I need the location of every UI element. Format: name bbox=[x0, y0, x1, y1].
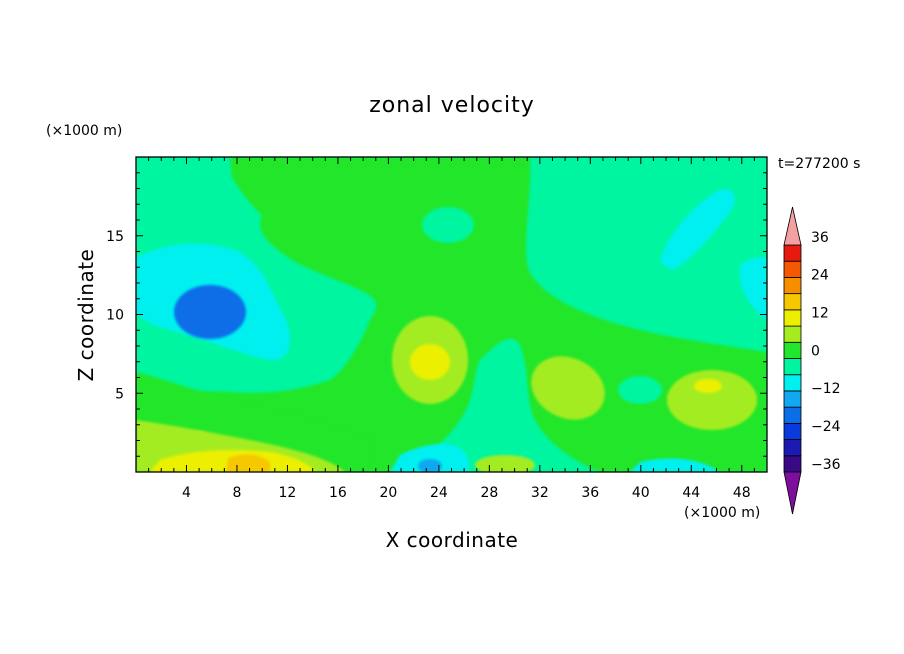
positive-bottom-center-lime bbox=[475, 455, 535, 472]
x-tick-label: 28 bbox=[480, 485, 498, 501]
x-tick-label: 24 bbox=[430, 485, 448, 501]
colorbar-box bbox=[783, 341, 802, 359]
center-teal-bubble bbox=[422, 207, 474, 243]
colorbar-min-triangle bbox=[783, 471, 802, 515]
x-tick-label: 12 bbox=[279, 485, 297, 501]
chart-title: zonal velocity bbox=[369, 93, 535, 118]
y-tick-label: 10 bbox=[106, 308, 124, 324]
colorbar-box bbox=[783, 390, 802, 408]
colorbar-box bbox=[783, 277, 802, 295]
colorbar-box bbox=[783, 309, 802, 327]
time-label: t=277200 s bbox=[778, 156, 860, 172]
colorbar-label: −12 bbox=[811, 381, 841, 397]
colorbar-box bbox=[783, 374, 802, 392]
y-tick-label: 15 bbox=[106, 229, 124, 245]
x-unit-label: (×1000 m) bbox=[684, 505, 760, 521]
colorbar-label: −36 bbox=[811, 457, 841, 473]
colorbar-label: 12 bbox=[811, 306, 829, 322]
x-axis: 4 8 12 16 20 24 28 32 36 40 44 48 bbox=[148, 157, 755, 501]
colorbar-box bbox=[783, 358, 802, 376]
colorbar: 36 24 12 0 −12 −24 −36 bbox=[783, 206, 841, 515]
colorbar-label: 24 bbox=[811, 268, 829, 284]
y-axis-label: Z coordinate bbox=[74, 249, 98, 382]
y-tick-label: 5 bbox=[115, 386, 124, 402]
x-tick-label: 48 bbox=[733, 485, 751, 501]
x-tick-label: 20 bbox=[379, 485, 397, 501]
contour-bottom-right-cyan bbox=[630, 458, 720, 472]
positive-center-yellow bbox=[410, 344, 450, 380]
colorbar-box bbox=[783, 325, 802, 343]
small-lime-patch bbox=[189, 431, 207, 441]
colorbar-box bbox=[783, 293, 802, 311]
colorbar-box bbox=[783, 406, 802, 424]
colorbar-box bbox=[783, 455, 802, 473]
colorbar-label: 36 bbox=[811, 230, 829, 246]
contour-upper-green bbox=[136, 157, 767, 472]
contour-right-edge-cyan bbox=[740, 257, 767, 320]
y-axis: 5 10 15 bbox=[106, 172, 767, 457]
x-axis-label: X coordinate bbox=[386, 528, 519, 552]
colorbar-max-triangle bbox=[783, 206, 802, 246]
contour-center-teal bbox=[400, 338, 600, 472]
colorbar-box bbox=[783, 260, 802, 278]
contour-upper-right-cyan bbox=[660, 189, 735, 270]
contour-center-cyan bbox=[390, 444, 470, 472]
positive-right2-lime bbox=[667, 370, 757, 430]
x-tick-label: 32 bbox=[531, 485, 549, 501]
positive-right2-yellow bbox=[694, 379, 722, 393]
colorbar-box bbox=[783, 244, 802, 262]
colorbar-label: −24 bbox=[811, 419, 841, 435]
x-tick-label: 4 bbox=[182, 485, 191, 501]
colorbar-box bbox=[783, 439, 802, 457]
colorbar-label: 0 bbox=[811, 343, 820, 359]
x-tick-label: 36 bbox=[581, 485, 599, 501]
x-tick-label: 16 bbox=[329, 485, 347, 501]
y-unit-label: (×1000 m) bbox=[46, 123, 122, 139]
mid-right-teal bbox=[618, 376, 662, 404]
colorbar-box bbox=[783, 422, 802, 440]
x-tick-label: 8 bbox=[232, 485, 241, 501]
positive-right1-lime bbox=[531, 356, 605, 420]
contour-field bbox=[136, 157, 767, 472]
x-tick-label: 40 bbox=[632, 485, 650, 501]
negative-core-left bbox=[174, 285, 246, 339]
negative-core-bottom bbox=[418, 459, 442, 472]
x-tick-label: 44 bbox=[682, 485, 700, 501]
